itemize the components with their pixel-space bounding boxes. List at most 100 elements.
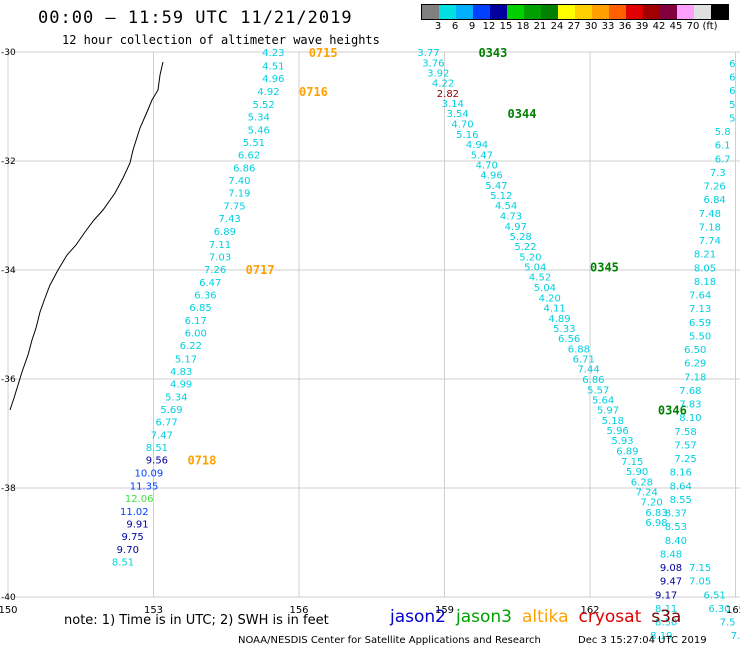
wave-height-value: 6.7	[715, 154, 731, 165]
satellite-cryosat: cryosat	[578, 607, 642, 627]
wave-height-value: 7.48	[699, 209, 721, 220]
wave-height-value: 7.57	[674, 440, 696, 451]
wave-height-value: 3.54	[446, 109, 468, 120]
lat-tick-label: -32	[1, 157, 16, 167]
wave-height-value: 7.	[731, 631, 740, 642]
wave-height-value: 4.83	[170, 367, 192, 378]
wave-height-value: 8.11	[655, 604, 677, 615]
wave-height-value: 8.64	[670, 481, 692, 492]
wave-height-value: 7.75	[223, 202, 245, 213]
legend-label: 24	[550, 21, 564, 32]
legend-swatch	[575, 5, 592, 19]
wave-height-value: 5.93	[611, 436, 633, 447]
wave-height-value: 7.68	[679, 386, 701, 397]
pass-time-label: 0344	[508, 107, 537, 121]
wave-height-value: 7.20	[640, 498, 662, 509]
lon-tick-label: 150	[0, 605, 18, 616]
legend-swatch	[439, 5, 456, 19]
wave-height-value: 5.47	[471, 150, 493, 161]
wave-height-value: 10.09	[135, 469, 164, 480]
wave-height-value: 8.48	[660, 549, 682, 560]
lat-tick-label: -36	[1, 375, 16, 385]
wave-height-value: 6	[729, 73, 735, 84]
legend-swatch	[626, 5, 643, 19]
legend-label: 33	[601, 21, 615, 32]
wave-height-value: 7.15	[621, 457, 643, 468]
wave-height-value: 8.51	[112, 558, 134, 569]
legend-color-bar	[421, 4, 729, 20]
wave-height-value: 4.11	[543, 304, 565, 315]
wave-height-value: 6.29	[684, 359, 706, 370]
lon-tick-label: 156	[289, 605, 308, 616]
wave-height-value: 5.22	[514, 242, 536, 253]
legend-swatch	[490, 5, 507, 19]
wave-height-value: 6.84	[704, 195, 726, 206]
wave-height-value: 9.70	[117, 545, 139, 556]
lat-tick-label: -34	[1, 266, 16, 276]
wave-height-value: 7.43	[219, 214, 241, 225]
pass-time-label: 0346	[658, 404, 687, 418]
legend-label: 21	[533, 21, 547, 32]
footer-note: note: 1) Time is in UTC; 2) SWH is in fe…	[64, 613, 329, 628]
legend-swatch	[609, 5, 626, 19]
legend-label: 3	[434, 21, 442, 32]
wave-height-value: 6.1	[715, 141, 731, 152]
wave-height-value: 6.56	[558, 334, 580, 345]
wave-height-value: 8.51	[146, 443, 168, 454]
wave-height-value: 4.92	[257, 87, 279, 98]
wave-height-value: 7.74	[699, 236, 721, 247]
wave-height-value: 7.05	[689, 577, 711, 588]
wave-height-value: 4.99	[170, 379, 192, 390]
wave-height-value: 6.71	[573, 354, 595, 365]
wave-height-value: 9.08	[660, 563, 682, 574]
legend-label: 15	[499, 21, 513, 32]
wave-height-value: 6	[729, 86, 735, 97]
legend-label: 12	[482, 21, 496, 32]
wave-height-value: 9.75	[122, 532, 144, 543]
wave-height-value: 7.18	[699, 222, 721, 233]
wave-height-value: 4.52	[529, 273, 551, 284]
wave-height-value: 2.82	[437, 89, 459, 100]
wave-height-value: 7.13	[689, 304, 711, 315]
wave-height-value: 5.46	[248, 125, 270, 136]
color-legend: 3 6 9 12 15 18 21 24 27 30 33 36 39 42 45 70 (ft)	[421, 4, 729, 34]
page-subtitle: 12 hour collection of altimeter wave hei…	[62, 33, 380, 47]
wave-height-value: 7.64	[689, 291, 711, 302]
wave-height-value: 8.18	[694, 277, 716, 288]
wave-height-value: 6.59	[689, 318, 711, 329]
wave-height-value: 5.8	[715, 127, 731, 138]
wave-height-value: 9.17	[655, 590, 677, 601]
legend-label: 36	[618, 21, 632, 32]
wave-height-value: 7.3	[710, 168, 726, 179]
wave-height-value: 6.89	[616, 446, 638, 457]
wave-height-value: 5.96	[607, 426, 629, 437]
wave-height-value: 6.28	[631, 477, 653, 488]
wave-height-value: 4.20	[539, 293, 561, 304]
wave-height-value: 12.06	[125, 494, 154, 505]
wave-height-value: 8.40	[665, 536, 687, 547]
wave-height-value: 6.86	[233, 164, 255, 175]
wave-height-value: 5.90	[626, 467, 648, 478]
wave-height-value: 6.47	[199, 278, 221, 289]
wave-height-value: 5.97	[597, 406, 619, 417]
wave-height-value: 5.34	[248, 112, 270, 123]
wave-height-value: 9.91	[126, 519, 148, 530]
credit-date: Dec 3 15:27:04 UTC 2019	[578, 635, 707, 646]
legend-label: 42	[652, 21, 666, 32]
pass-time-label: 0716	[299, 85, 328, 99]
wave-height-value: 8.16	[670, 468, 692, 479]
wave-height-value: 3.76	[422, 58, 444, 69]
wave-height-value: 6.77	[155, 418, 177, 429]
wave-height-value: 8.05	[694, 263, 716, 274]
wave-height-value: 6.83	[645, 508, 667, 519]
legend-swatch	[711, 5, 728, 19]
wave-height-value: 4.73	[500, 212, 522, 223]
wave-height-value: 5.12	[490, 191, 512, 202]
lon-tick-label: 165	[726, 605, 740, 616]
wave-height-value: 4.94	[466, 140, 488, 151]
pass-time-label: 0345	[590, 261, 619, 275]
legend-swatch	[558, 5, 575, 19]
wave-height-value: 8.21	[694, 250, 716, 261]
wave-height-value: 5.57	[587, 385, 609, 396]
wave-height-value: 7.83	[679, 400, 701, 411]
